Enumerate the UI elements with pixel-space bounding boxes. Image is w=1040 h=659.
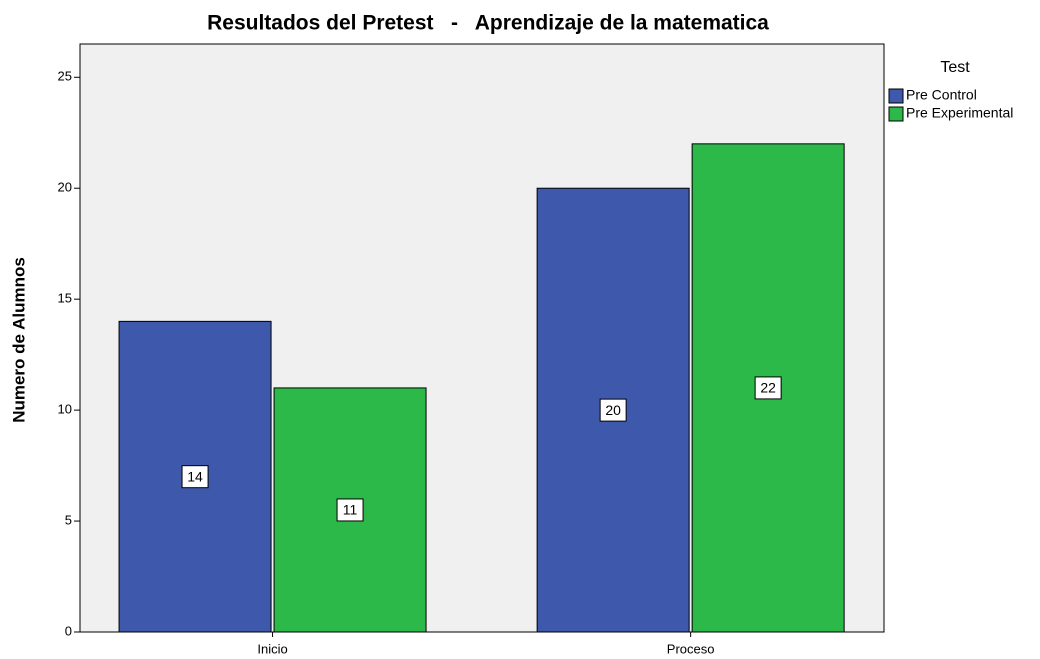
chart-title: Resultados del Pretest - Aprendizaje de … — [207, 12, 769, 35]
legend-swatch — [888, 88, 904, 104]
data-label-box — [181, 465, 209, 489]
x-tick-label: Proceso — [667, 641, 715, 656]
data-label: 20 — [605, 402, 621, 418]
x-tick-label: Inicio — [257, 641, 287, 656]
y-tick-label: 15 — [58, 291, 72, 306]
y-tick-label: 25 — [58, 69, 72, 84]
legend-label: Pre Control — [906, 87, 977, 103]
legend-label: Pre Experimental — [906, 105, 1013, 121]
data-label: 14 — [187, 468, 203, 484]
legend-title: Test — [940, 59, 970, 76]
y-tick-label: 5 — [65, 512, 72, 527]
y-tick-label: 10 — [58, 402, 72, 417]
legend-swatch — [888, 106, 904, 122]
data-label: 11 — [343, 502, 358, 518]
data-label-box — [336, 498, 364, 522]
y-tick-label: 20 — [58, 180, 72, 195]
data-label: 22 — [760, 380, 776, 396]
data-label-box — [754, 376, 782, 400]
y-axis-label: Numero de Alumnos — [9, 257, 28, 423]
y-tick-label: 0 — [65, 623, 72, 638]
data-label-box — [599, 398, 627, 422]
